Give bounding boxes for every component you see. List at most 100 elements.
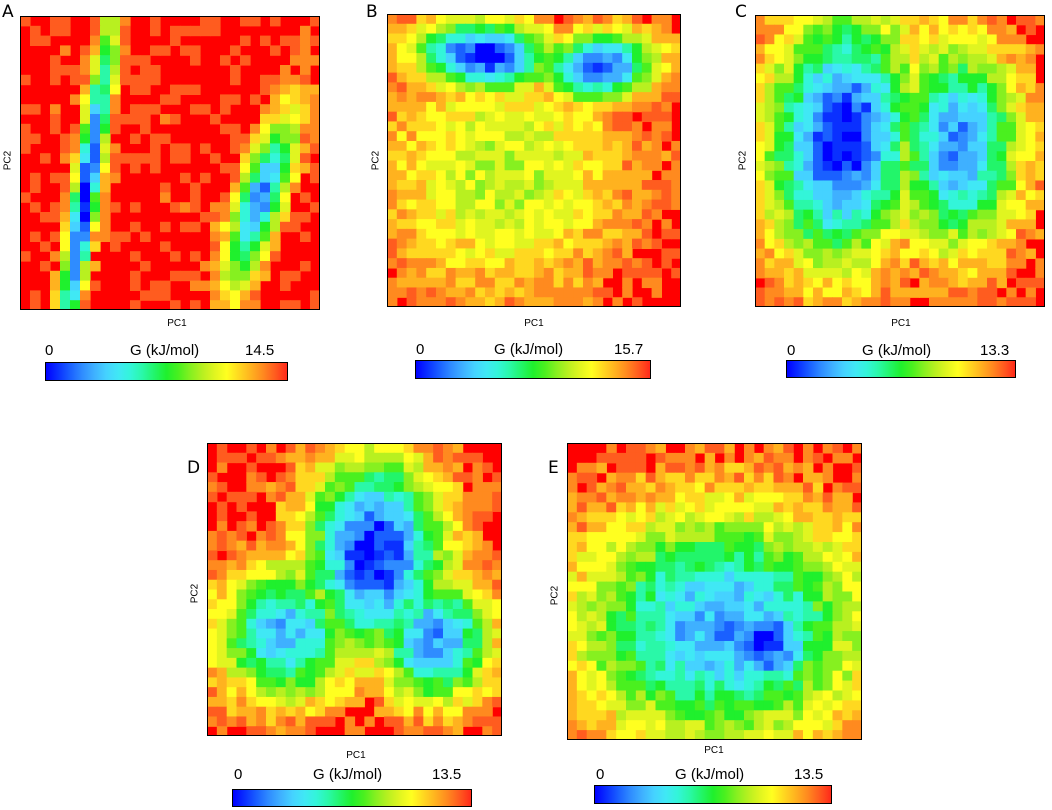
heatmap-cell — [1016, 248, 1027, 259]
heatmap-cell — [714, 591, 725, 602]
heatmap-cell — [492, 638, 502, 649]
heatmap-cell — [423, 452, 434, 464]
heatmap-cell — [492, 687, 502, 698]
heatmap-cell — [671, 180, 681, 191]
heatmap-cell — [285, 677, 297, 688]
heatmap-cell — [270, 251, 281, 262]
heatmap-cell — [734, 680, 745, 692]
heatmap-cell — [226, 540, 238, 552]
heatmap-cell — [685, 601, 696, 612]
heatmap-cell — [996, 190, 1007, 201]
heatmap-cell — [967, 92, 978, 104]
heatmap-cell — [573, 43, 584, 54]
heatmap-cell — [602, 111, 613, 123]
heatmap-cell — [909, 209, 920, 220]
heatmap-cell — [774, 102, 785, 113]
heatmap-cell — [393, 501, 405, 512]
heatmap-cell — [305, 550, 316, 561]
heatmap-cell — [256, 569, 267, 581]
heatmap-cell — [832, 248, 843, 259]
heatmap-cell — [938, 112, 949, 123]
heatmap-cell — [586, 730, 598, 740]
heatmap-cell — [266, 726, 277, 736]
heatmap-cell — [948, 15, 959, 26]
heatmap-cell — [226, 452, 238, 464]
heatmap-cell — [812, 710, 824, 721]
heatmap-cell — [909, 141, 920, 152]
heatmap-cell — [576, 462, 588, 474]
heatmap-cell — [909, 24, 920, 36]
heatmap-cell — [396, 82, 408, 93]
heatmap-cell — [436, 180, 447, 191]
heatmap-cell — [280, 221, 291, 233]
heatmap-cell — [586, 551, 598, 563]
heatmap-cell — [472, 648, 483, 659]
heatmap-cell — [938, 209, 949, 220]
heatmap-cell — [774, 15, 785, 26]
heatmap-cell — [443, 589, 454, 600]
heatmap-cell — [426, 287, 437, 298]
heatmap-cell — [567, 660, 578, 672]
heatmap-cell — [230, 74, 241, 86]
heatmap-cell — [842, 670, 853, 682]
heatmap-cell — [861, 63, 872, 74]
heatmap-cell — [325, 696, 336, 708]
heatmap-cell — [403, 609, 415, 620]
heatmap-cell — [724, 502, 735, 513]
heatmap-cell — [996, 199, 1007, 211]
heatmap-cell — [1016, 238, 1027, 250]
heatmap-cell — [472, 589, 483, 600]
heatmap-cell — [465, 140, 476, 152]
heatmap-cell — [475, 267, 486, 279]
heatmap-cell — [803, 53, 814, 65]
heatmap-cell — [651, 121, 662, 132]
heatmap-cell — [958, 83, 969, 94]
heatmap-cell — [842, 34, 853, 45]
heatmap-cell — [344, 452, 356, 464]
heatmap-cell — [436, 53, 447, 64]
heatmap-cell — [704, 660, 716, 672]
heatmap-cell — [596, 502, 607, 513]
heatmap-cell — [472, 579, 483, 591]
heatmap-cell — [685, 690, 696, 701]
heatmap-cell — [310, 104, 320, 115]
heatmap-cell — [290, 172, 301, 184]
heatmap-cell — [384, 677, 395, 688]
heatmap-cell — [596, 462, 607, 474]
heatmap-cell — [753, 482, 765, 494]
heatmap-cell — [455, 33, 466, 44]
heatmap-cell — [606, 522, 617, 533]
heatmap-cell — [890, 73, 901, 84]
heatmap-cell — [60, 153, 71, 164]
heatmap-cell — [612, 140, 623, 152]
heatmap-cell — [832, 443, 843, 454]
heatmap-cell — [919, 161, 930, 172]
heatmap-cell — [482, 638, 493, 649]
heatmap-plot-c — [755, 15, 1045, 307]
heatmap-cell — [285, 462, 297, 473]
panel-letter-d: D — [187, 458, 201, 478]
heatmap-cell — [226, 648, 238, 659]
heatmap-cell — [813, 63, 824, 74]
y-axis-label-c: PC2 — [737, 150, 749, 171]
heatmap-cell — [280, 114, 291, 125]
heatmap-cell — [996, 297, 1007, 307]
heatmap-cell — [655, 532, 666, 543]
heatmap-cell — [1006, 180, 1017, 191]
heatmap-cell — [260, 35, 271, 46]
heatmap-cell — [861, 161, 872, 172]
heatmap-cell — [246, 677, 257, 688]
heatmap-cell — [744, 542, 755, 553]
heatmap-cell — [592, 82, 604, 93]
heatmap-cell — [651, 267, 662, 279]
heatmap-cell — [443, 491, 454, 503]
heatmap-cell — [305, 462, 316, 473]
heatmap-cell — [354, 618, 365, 630]
heatmap-cell — [671, 72, 681, 83]
heatmap-cell — [852, 700, 862, 711]
heatmap-cell — [563, 14, 574, 25]
heatmap-cell — [929, 229, 940, 240]
heatmap-cell — [50, 280, 61, 291]
heatmap-cell — [280, 270, 291, 282]
heatmap-cell — [783, 631, 794, 642]
